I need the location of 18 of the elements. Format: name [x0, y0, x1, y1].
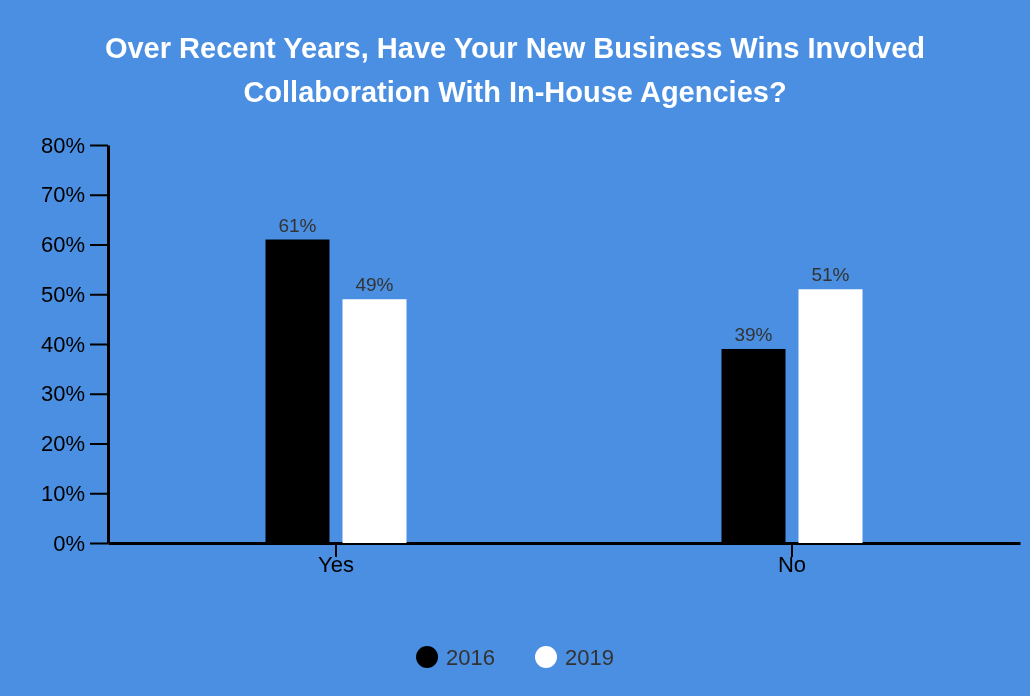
text: 61% [278, 214, 317, 236]
x-tick-label: Yes [318, 552, 354, 577]
y-tick-label: 10% [40, 480, 85, 506]
y-tick-label: 40% [40, 331, 85, 357]
y-tick-label: 30% [40, 381, 85, 407]
text: 49% [355, 274, 394, 296]
chart-title: Over Recent Years, Have Your New Business Wins Involved Collaboration With In-House Agencies? [104, 32, 926, 108]
y-tick-label: 60% [40, 232, 85, 258]
y-tick-label: 70% [40, 182, 85, 208]
legend-label: 2016 [446, 645, 495, 670]
x-tick-label: No [777, 552, 807, 577]
y-tick-label: 20% [40, 431, 85, 457]
y-tick-label: 50% [40, 281, 85, 307]
legend-label: 2019 [565, 645, 614, 670]
y-tick-label: 0% [53, 530, 85, 556]
text: 51% [811, 264, 850, 286]
y-tick-label: 80% [40, 132, 85, 158]
text: 39% [734, 323, 773, 345]
